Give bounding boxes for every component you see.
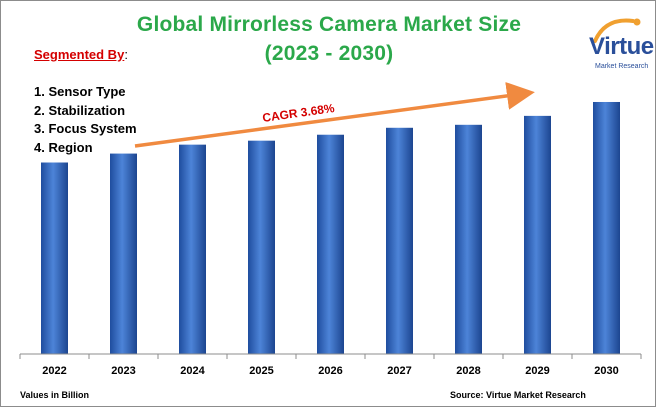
x-tick-label: 2027 [387,365,411,377]
chart-subtitle: (2023 - 2030) [264,42,394,65]
x-tick-label: 2030 [594,365,618,377]
bar-2025 [248,140,275,354]
logo-subtext: Market Research [595,63,649,70]
x-tick-label: 2026 [318,365,342,377]
x-tick-label: 2025 [249,365,273,377]
segmented-by-colon: : [124,47,128,62]
segment-list: 1. Sensor Type 2. Stabilization 3. Focus… [34,83,137,157]
logo-swoosh-icon [593,18,641,43]
x-tick-label: 2028 [456,365,480,377]
units-note: Values in Billion [20,390,90,400]
bar-2023 [110,153,137,354]
bar-2030 [593,101,620,354]
x-tick-label: 2024 [180,365,205,377]
bar-2026 [317,134,344,354]
cagr-trend-arrow [134,81,535,148]
segmented-by-label: Segmented By [34,47,125,62]
segment-item: 1. Sensor Type [34,84,126,99]
virtue-logo: Virtue Market Research [587,17,654,77]
segment-item: 2. Stabilization [34,102,126,118]
bar-2028 [455,124,482,354]
source-note: Source: Virtue Market Research [450,390,586,400]
segment-item: 4. Region [34,139,93,155]
x-tick-label: 2022 [42,365,66,377]
x-tick-label: 2029 [525,365,549,377]
bar-2027 [386,127,413,354]
chart-title: Global Mirrorless Camera Market Size [136,13,522,36]
bar-2022 [41,162,68,354]
bar-2029 [524,115,551,354]
segmented-by-heading: Segmented By: [34,47,128,62]
logo-text: Virtue [589,33,654,60]
segment-item: 3. Focus System [34,121,137,136]
bar-2024 [179,144,206,354]
x-tick-label: 2023 [111,365,135,377]
